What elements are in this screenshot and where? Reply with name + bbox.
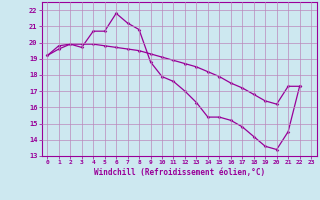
X-axis label: Windchill (Refroidissement éolien,°C): Windchill (Refroidissement éolien,°C)	[94, 168, 265, 177]
